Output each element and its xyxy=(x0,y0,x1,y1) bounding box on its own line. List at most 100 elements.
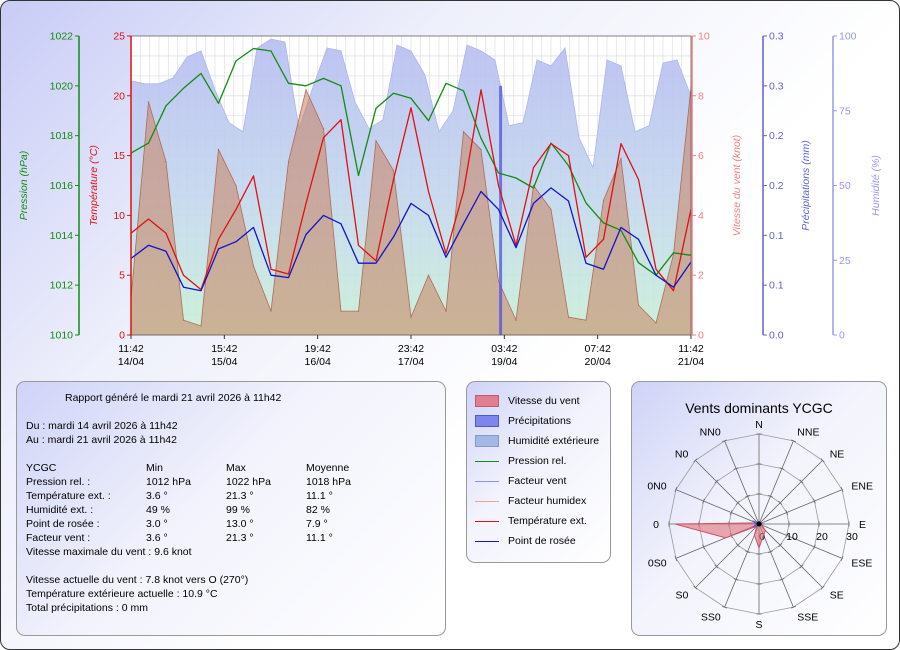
temperature-axis-tick-label: 5 xyxy=(119,270,125,282)
temperature-axis-tick-label: 20 xyxy=(113,90,125,102)
wind-rose-tick xyxy=(813,544,816,550)
report-cell-max: 1022 hPa xyxy=(226,476,271,488)
wind-rose-spoke xyxy=(758,460,823,525)
wind-rose-tick xyxy=(820,585,825,590)
wind-speed-point xyxy=(445,310,447,312)
wind-rose-direction-label: E xyxy=(859,519,866,531)
pressure-axis-tick-label: 1010 xyxy=(50,330,74,342)
wind-rose-tick xyxy=(735,500,740,505)
report-station: YCGC xyxy=(26,462,57,474)
report-from: Du : mardi 14 avril 2026 à 11h42 xyxy=(26,420,178,432)
report-cell-min: 3.0 ° xyxy=(146,518,168,530)
wind-rose-tick xyxy=(693,458,698,463)
wind-axis-tick-label: 2 xyxy=(698,270,704,282)
wind-rose-tick xyxy=(702,544,705,550)
legend-swatch xyxy=(475,415,499,427)
legend-item: Facteur humidex xyxy=(475,494,586,508)
report-col-avg: Moyenne xyxy=(306,462,350,474)
wind-speed-point xyxy=(200,325,202,327)
rain-axis-tick-label: 0.2 xyxy=(769,130,784,142)
x-axis-date-label: 14/04 xyxy=(118,356,144,368)
wind-rose-spoke xyxy=(758,489,843,525)
pressure-axis-tick-label: 1018 xyxy=(50,130,74,142)
wind-axis-tick-label: 0 xyxy=(698,330,704,342)
wind-rose-ring-label: 30 xyxy=(846,531,858,543)
wind-rose-spoke xyxy=(724,523,760,608)
wind-rose-tick xyxy=(785,510,789,515)
wind-rose-ring-label: 10 xyxy=(786,531,798,543)
wind-rose-spoke xyxy=(695,523,760,588)
wind-speed-point xyxy=(567,316,570,318)
wind-rose-spoke xyxy=(758,523,843,559)
legend-item: Facteur vent xyxy=(475,474,566,488)
chart-legend: Vitesse du vent Précipitations Humidité ex… xyxy=(466,381,611,563)
report-cell-min: 3.6 ° xyxy=(146,490,168,502)
humidity-axis-tick-label: 25 xyxy=(839,255,851,267)
report-cell-label: Humidité ext. : xyxy=(26,504,94,516)
wind-rose-tick xyxy=(735,543,740,548)
wind-rose-tick xyxy=(768,550,773,554)
wind-rose-direction-label: 0 xyxy=(653,519,659,531)
wind-rose-spoke xyxy=(724,440,760,525)
legend-swatch xyxy=(475,435,499,447)
report-col-min: Min xyxy=(146,462,163,474)
precipitation-bar xyxy=(499,85,503,335)
report-cell-max: 13.0 ° xyxy=(226,518,254,530)
wind-axis-tick-label: 10 xyxy=(698,31,710,43)
x-axis-time-label: 19:42 xyxy=(305,343,331,355)
wind-speed-point xyxy=(602,199,605,201)
report-cell-min: 49 % xyxy=(146,504,170,516)
x-axis-date-label: 16/04 xyxy=(305,356,331,368)
wind-speed-point xyxy=(305,89,307,91)
x-axis-time-label: 03:42 xyxy=(491,343,517,355)
wind-speed-point xyxy=(147,101,150,103)
x-axis-date-label: 19/04 xyxy=(491,356,517,368)
series-line-temp-rature-ext- xyxy=(130,89,692,292)
x-axis-date-label: 15/04 xyxy=(211,356,237,368)
wind-rose-spoke xyxy=(758,440,794,525)
legend-item: Température ext. xyxy=(475,514,587,528)
pressure-axis-tick-label: 1014 xyxy=(50,230,74,242)
report-cell-min: 3.6 ° xyxy=(146,532,168,544)
wind-rose-direction-label: ENE xyxy=(851,481,873,493)
report-cell-min: 1012 hPa xyxy=(146,476,191,488)
x-axis-date-label: 21/04 xyxy=(678,356,704,368)
wind-axis-tick-label: 4 xyxy=(698,210,704,222)
x-axis-time-label: 23:42 xyxy=(398,343,424,355)
report-cell-avg: 1018 hPa xyxy=(306,476,351,488)
legend-label: Facteur humidex xyxy=(508,495,587,507)
pressure-axis-title: Pression (hPa) xyxy=(18,151,30,220)
series-line-pression-rel- xyxy=(130,47,692,276)
x-axis-date-label: 20/04 xyxy=(585,356,611,368)
x-axis-time-label: 11:42 xyxy=(118,343,144,355)
wind-speed-point xyxy=(340,310,342,312)
wind-speed-point xyxy=(655,322,657,324)
wind-rose-tick xyxy=(799,479,804,484)
legend-label: Point de rosée xyxy=(508,535,576,547)
legend-label: Facteur vent xyxy=(508,475,567,487)
report-cell-avg: 82 % xyxy=(306,504,330,516)
wind-rose-panel: Vents dominants YCGC N NNE NE ENE E ESE SE SSE S S… xyxy=(631,381,887,636)
wind-speed-point xyxy=(182,319,185,321)
wind-rose-tick xyxy=(729,510,733,515)
wind-rose-ring-label: 20 xyxy=(816,531,828,543)
wind-rose-direction-label: NE xyxy=(830,448,845,460)
wind-rose-tick xyxy=(722,439,728,443)
wind-rose-tick xyxy=(768,494,773,498)
legend-label: Humidité extérieure xyxy=(508,435,600,447)
report-title: Rapport généré le mardi 21 avril 2026 à … xyxy=(65,392,282,404)
wind-speed-point xyxy=(322,128,325,130)
wind-rose-tick xyxy=(790,439,796,443)
report-cell-label: Pression rel. : xyxy=(26,476,91,488)
humidity-axis-tick-label: 0 xyxy=(839,330,845,342)
wind-rose-tick xyxy=(785,533,789,538)
legend-label: Pression rel. xyxy=(508,455,567,467)
wind-rose-tick xyxy=(778,543,783,548)
wind-speed-point xyxy=(497,280,500,282)
wind-axis-title: Vitesse du vent (knot) xyxy=(731,135,743,236)
temperature-axis-tick-label: 0 xyxy=(119,330,125,342)
x-axis-time-label: 15:42 xyxy=(211,343,237,355)
wind-rose-tick xyxy=(745,494,750,498)
